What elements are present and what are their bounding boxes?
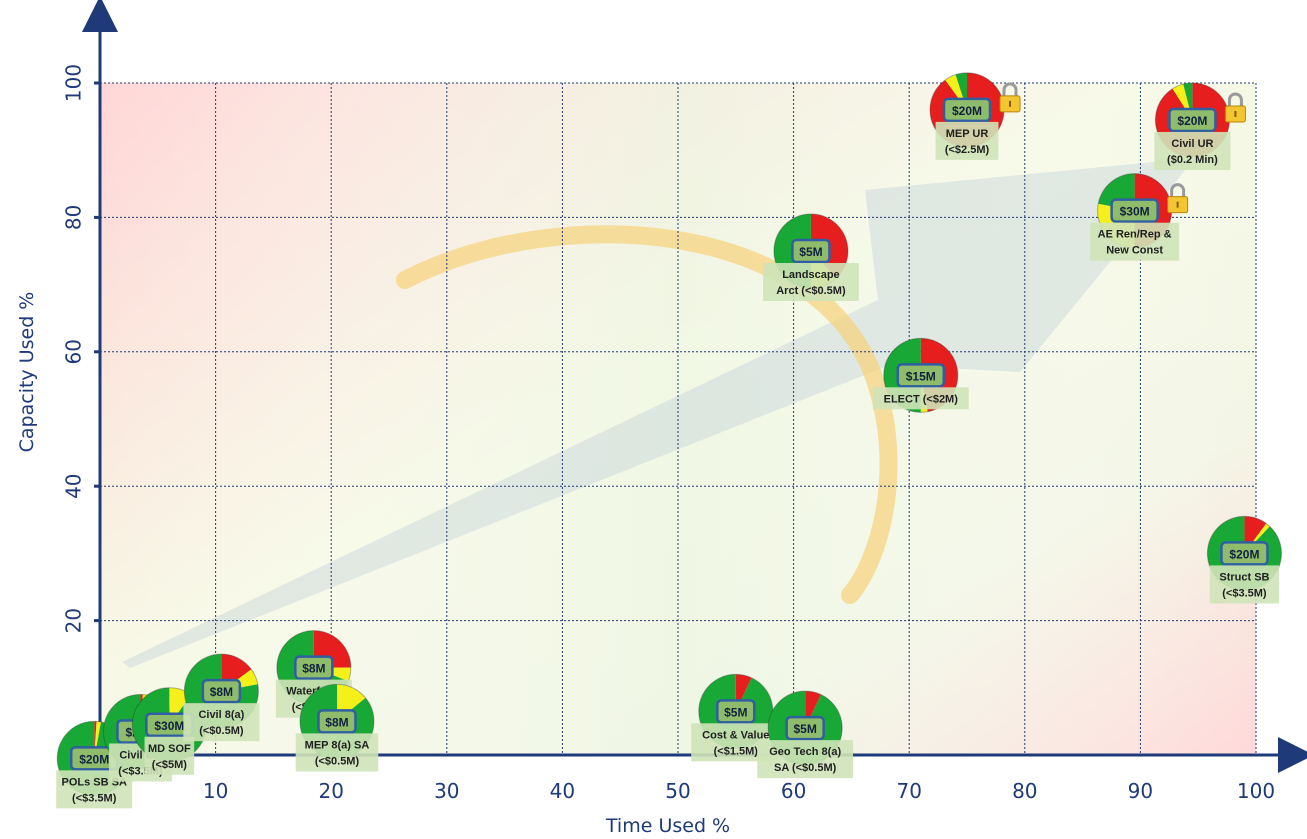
x-tick-label: 10 bbox=[203, 779, 228, 803]
value-label: $20M bbox=[79, 752, 109, 766]
pie-outline bbox=[883, 337, 959, 413]
point-label: (<$0.5M) bbox=[199, 725, 244, 737]
point-label: Civil UR bbox=[1171, 138, 1213, 150]
point-label-box bbox=[1154, 131, 1231, 170]
data-point[interactable]: $8M Civil 8(a) (<$0.5M) bbox=[183, 653, 260, 742]
point-label-box bbox=[183, 703, 260, 742]
data-point[interactable]: $5M Geo Tech 8(a) SA (<$0.5M) bbox=[757, 690, 854, 779]
point-label: Struct SB bbox=[1219, 571, 1269, 583]
point-label-box bbox=[144, 736, 195, 775]
point-label: Geo Tech 8(a) bbox=[769, 746, 841, 758]
value-label: $20M bbox=[952, 104, 982, 118]
value-badge bbox=[791, 238, 831, 264]
value-label: $5M bbox=[724, 705, 747, 719]
x-tick-label: 20 bbox=[318, 779, 343, 803]
point-label: MEP UR bbox=[946, 128, 989, 140]
value-label: $20M bbox=[1229, 547, 1259, 561]
point-label: Cost & Value bbox=[702, 729, 769, 741]
data-point[interactable]: $20M MEP UR (<$2.5M) bbox=[929, 72, 1021, 160]
data-point[interactable]: $8M MEP 8(a) SA (<$0.5M) bbox=[295, 683, 379, 772]
y-axis-title: Capacity Used % bbox=[16, 292, 38, 453]
point-label-box bbox=[1090, 222, 1180, 261]
x-tick-label: 50 bbox=[665, 779, 690, 803]
value-badge bbox=[1168, 107, 1217, 133]
point-label: Civil 8(a) bbox=[198, 709, 244, 721]
lock-icon bbox=[999, 82, 1021, 113]
x-tick-label: 70 bbox=[896, 779, 921, 803]
lock-icon bbox=[1224, 92, 1246, 123]
point-label: (<$5M) bbox=[152, 759, 187, 771]
point-label-box bbox=[757, 740, 854, 779]
lock-icon bbox=[1167, 183, 1189, 214]
point-label-box bbox=[763, 263, 859, 301]
x-tick-label: 90 bbox=[1128, 779, 1153, 803]
point-label: (<$1.5M) bbox=[714, 745, 759, 757]
x-tick-label: 60 bbox=[781, 779, 806, 803]
value-badge bbox=[1110, 198, 1159, 223]
value-badge bbox=[1220, 541, 1269, 566]
value-label: $5M bbox=[793, 722, 816, 736]
data-point[interactable]: $5M Cost & Value (<$1.5M) bbox=[691, 673, 781, 762]
point-label-box bbox=[295, 733, 379, 772]
point-label-box bbox=[935, 121, 999, 160]
value-label: $15M bbox=[906, 369, 936, 383]
cycle-arc bbox=[396, 225, 898, 604]
axes bbox=[70, 0, 1307, 800]
point-label-box bbox=[872, 387, 969, 410]
point-label-box bbox=[1209, 565, 1280, 604]
point-label: (<$3.5M) bbox=[1222, 587, 1267, 599]
y-tick-label: 20 bbox=[62, 608, 86, 633]
value-badge bbox=[716, 699, 756, 724]
data-point[interactable]: $5M Landscape Arct (<$0.5M) bbox=[763, 213, 859, 301]
point-label: Arct (<$0.5M) bbox=[776, 285, 846, 297]
data-point[interactable]: $15M ELECT (<$2M) bbox=[872, 337, 969, 413]
point-label: AE Ren/Rep & bbox=[1098, 229, 1172, 241]
data-point[interactable]: $20M Civil UR ($0.2 Min) bbox=[1154, 82, 1246, 170]
point-label: (<$0.5M) bbox=[315, 755, 360, 767]
point-label: Landscape bbox=[782, 269, 839, 281]
value-label: $30M bbox=[154, 719, 184, 733]
point-label: New Const bbox=[1106, 245, 1163, 257]
value-label: $8M bbox=[210, 685, 233, 699]
point-label: SA (<$0.5M) bbox=[774, 762, 837, 774]
point-label: (<$2.5M) bbox=[945, 144, 990, 156]
x-axis-title: Time Used % bbox=[605, 815, 730, 837]
value-label: $8M bbox=[302, 662, 325, 676]
value-label: $30M bbox=[1120, 205, 1150, 219]
x-tick-label: 100 bbox=[1237, 779, 1275, 803]
grid-lines bbox=[100, 82, 1257, 755]
y-tick-label: 60 bbox=[62, 339, 86, 364]
value-badge bbox=[896, 363, 946, 388]
point-label: ($0.2 Min) bbox=[1167, 154, 1218, 166]
data-point[interactable]: $30M AE Ren/Rep & New Const bbox=[1090, 173, 1189, 261]
value-label: $5M bbox=[799, 245, 822, 259]
point-label: (<$3.5M) bbox=[72, 792, 117, 804]
x-tick-label: 80 bbox=[1012, 779, 1037, 803]
value-label: $8M bbox=[325, 715, 348, 729]
value-badge bbox=[201, 678, 242, 704]
y-tick-label: 100 bbox=[62, 64, 86, 102]
value-badge bbox=[317, 709, 357, 734]
y-tick-label: 40 bbox=[62, 473, 86, 498]
data-point[interactable]: $20M Struct SB (<$3.5M) bbox=[1206, 515, 1282, 604]
value-label: $20M bbox=[1177, 114, 1207, 128]
x-tick-label: 30 bbox=[434, 779, 459, 803]
point-label: MEP 8(a) SA bbox=[305, 739, 370, 751]
value-badge bbox=[294, 655, 334, 680]
x-tick-labels: 10 20 30 40 50 60 70 80 90 100 bbox=[203, 779, 1275, 803]
value-badge bbox=[942, 97, 992, 123]
y-tick-label: 80 bbox=[62, 205, 86, 230]
point-label: MD SOF bbox=[148, 743, 191, 755]
y-tick-labels: 20 40 60 80 100 bbox=[62, 64, 100, 633]
value-badge bbox=[785, 715, 825, 741]
trend-arrow bbox=[122, 158, 1195, 668]
point-label: ELECT (<$2M) bbox=[884, 393, 959, 405]
x-tick-label: 40 bbox=[550, 779, 575, 803]
